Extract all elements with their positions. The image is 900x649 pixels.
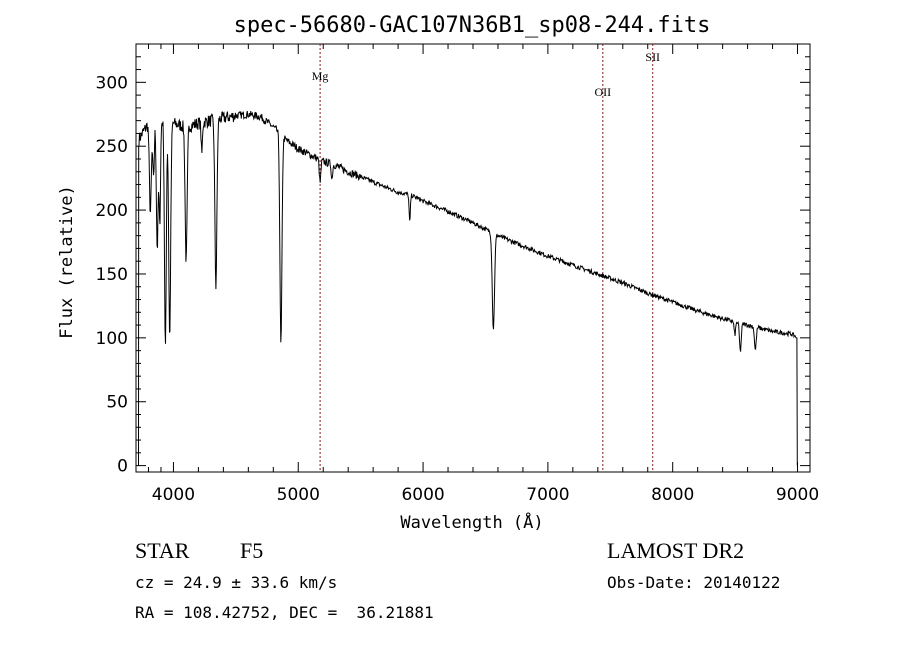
- marker-label-oii: OII: [594, 85, 611, 99]
- y-axis-label: Flux (relative): [57, 185, 77, 339]
- x-tick-label: 9000: [776, 485, 819, 505]
- coordinates-readout: RA = 108.42752, DEC = 36.21881: [135, 603, 434, 622]
- plot-frame: [135, 43, 811, 473]
- y-tick-label: 150: [96, 265, 128, 285]
- y-tick-label: 300: [96, 73, 128, 93]
- survey-name: LAMOST DR2: [607, 538, 745, 563]
- x-tick-label: 7000: [526, 485, 569, 505]
- marker-label-mg: Mg: [312, 69, 329, 83]
- y-tick-label: 0: [117, 457, 128, 477]
- obs-date: Obs-Date: 20140122: [607, 573, 781, 592]
- spectrum-series-line: [138, 110, 798, 466]
- y-tick-label: 250: [96, 137, 128, 157]
- x-tick-label: 8000: [651, 485, 694, 505]
- x-axis-ticks: 4000 5000 6000 7000 8000 9000: [147, 44, 819, 505]
- x-tick-label: 4000: [152, 485, 195, 505]
- marker-label-sii: SII: [645, 50, 660, 64]
- chart-title: spec-56680-GAC107N36B1_sp08-244.fits: [234, 13, 711, 38]
- object-class: STAR: [135, 538, 190, 563]
- x-axis-label: Wavelength (Å): [400, 511, 543, 533]
- y-tick-label: 100: [96, 329, 128, 349]
- line-markers: Mg OII SII: [312, 44, 660, 472]
- x-tick-label: 6000: [401, 485, 444, 505]
- redshift-readout: cz = 24.9 ± 33.6 km/s: [135, 573, 338, 592]
- object-subclass: F5: [240, 538, 264, 563]
- y-tick-label: 50: [106, 393, 128, 413]
- y-tick-label: 200: [96, 201, 128, 221]
- x-tick-label: 5000: [277, 485, 320, 505]
- y-axis-ticks: 0 50 100 150 200 250 300: [96, 56, 810, 477]
